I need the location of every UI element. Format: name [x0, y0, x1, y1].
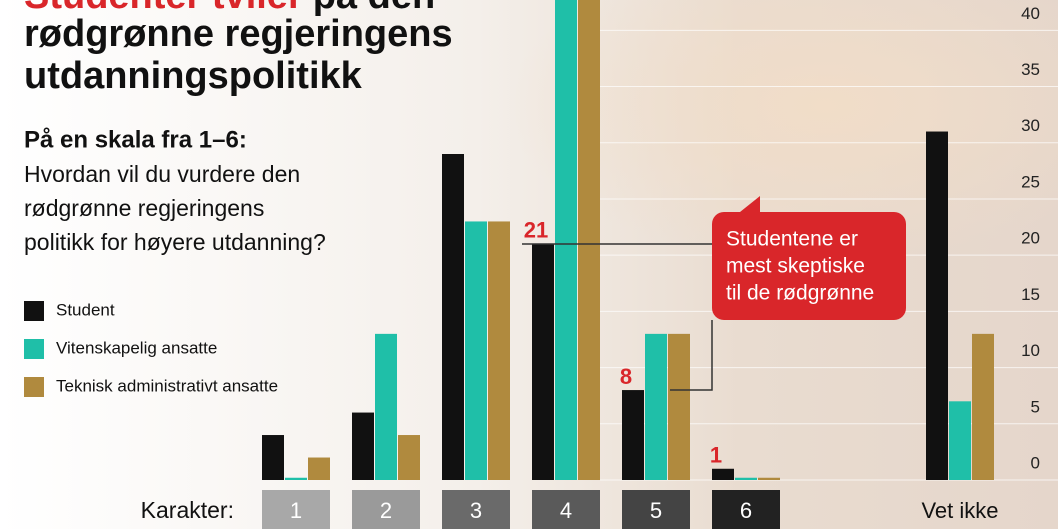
data-label: 8: [620, 364, 632, 389]
question: rødgrønne regjeringens: [24, 195, 264, 221]
bar: [949, 401, 971, 480]
data-label: 1: [710, 443, 722, 468]
legend-label: Teknisk administrativt ansatte: [56, 376, 278, 395]
y-tick-label: 5: [1031, 397, 1040, 416]
subtitle: På en skala fra 1–6:: [24, 126, 247, 153]
y-tick-label: 40: [1021, 4, 1040, 23]
category-box: [442, 490, 510, 529]
bar: [465, 221, 487, 480]
bar: [758, 477, 780, 480]
bar: [308, 457, 330, 480]
x-tick-label: Vet ikke: [921, 498, 998, 523]
x-axis-label: Karakter:: [141, 497, 234, 523]
question: Hvordan vil du vurdere den: [24, 161, 300, 187]
x-tick-label: 2: [380, 498, 392, 523]
annotation: Studentene er: [726, 228, 858, 251]
y-tick-label: 0: [1031, 453, 1040, 472]
callout-line: [670, 320, 713, 391]
x-tick-label: 5: [650, 498, 662, 523]
category-box: [532, 490, 600, 529]
category-box: [622, 490, 690, 529]
x-tick-label: 4: [560, 498, 572, 523]
annotation: til de rødgrønne: [726, 282, 874, 305]
y-tick-label: 30: [1021, 116, 1040, 135]
bar: [926, 131, 948, 480]
callout-pointer: [740, 196, 760, 212]
bar: [398, 435, 420, 480]
bar: [555, 0, 577, 481]
y-tick-label: 25: [1021, 172, 1040, 191]
y-tick-label: 15: [1021, 285, 1040, 304]
legend-swatch: [24, 377, 44, 397]
y-tick-label: 20: [1021, 229, 1040, 248]
chart-title: Studenter tviler på den: [24, 0, 435, 17]
bar: [285, 477, 307, 480]
category-box: [712, 490, 780, 529]
callout-box: [712, 212, 906, 320]
bar: [532, 243, 554, 480]
bar: [488, 221, 510, 480]
category-box: [352, 490, 420, 529]
bar: [622, 390, 644, 480]
x-tick-label: 1: [290, 498, 302, 523]
chart-title: utdanningspolitikk: [24, 55, 363, 97]
bar: [712, 468, 734, 480]
legend-swatch: [24, 301, 44, 321]
bar: [262, 435, 284, 480]
bar: [442, 154, 464, 480]
y-tick-label: 10: [1021, 341, 1040, 360]
bar: [352, 412, 374, 480]
y-tick-label: 35: [1021, 60, 1040, 79]
bar: [668, 333, 690, 480]
bar: [735, 477, 757, 480]
bar: [645, 333, 667, 480]
x-tick-label: 3: [470, 498, 482, 523]
category-box: [262, 490, 330, 529]
annotation: mest skeptiske: [726, 255, 865, 278]
x-tick-label: 6: [740, 498, 752, 523]
data-label: 21: [524, 218, 548, 243]
title-part: på den: [313, 0, 435, 17]
question: politikk for høyere utdanning?: [24, 229, 326, 255]
legend-swatch: [24, 339, 44, 359]
legend-label: Student: [56, 300, 115, 319]
title-highlight: Studenter tviler: [24, 0, 303, 17]
bar: [972, 333, 994, 480]
bar: [578, 0, 600, 481]
chart-title: rødgrønne regjeringens: [24, 13, 453, 55]
bar: [375, 333, 397, 480]
legend-label: Vitenskapelig ansatte: [56, 338, 217, 357]
